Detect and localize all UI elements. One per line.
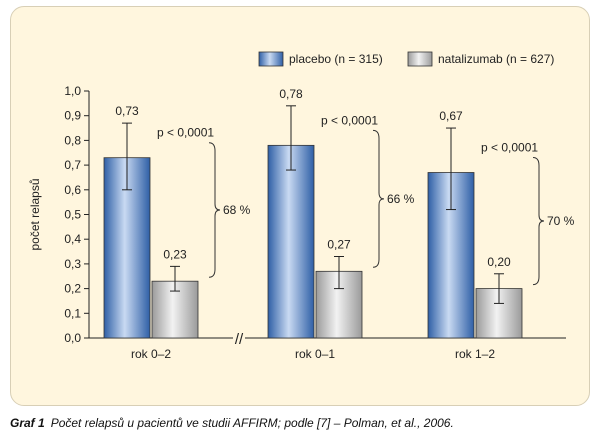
p-value-label: p < 0,0001 (157, 126, 214, 140)
bar-chart: 0,0 0,1 0,2 0,3 0,4 0,5 0,6 0,7 0,8 0,9 1,0 počet r… (28, 51, 575, 361)
reduction-brace (372, 129, 385, 268)
data-label: 0,27 (327, 237, 351, 251)
y-tick-label: 0,6 (64, 183, 81, 197)
reduction-label: 70 % (547, 214, 575, 228)
reduction-label: 68 % (223, 203, 251, 217)
x-tick-label: rok 0–1 (295, 347, 335, 361)
legend-swatch (407, 51, 433, 67)
y-tick-label: 0,1 (64, 306, 81, 320)
chart-panel: 0,0 0,1 0,2 0,3 0,4 0,5 0,6 0,7 0,8 0,9 1,0 počet r… (10, 6, 590, 406)
reduction-label: 66 % (387, 192, 415, 206)
axis-break-mark: // (235, 331, 244, 348)
y-tick-label: 0,5 (64, 208, 81, 222)
caption-label: Graf 1 (10, 416, 45, 430)
y-tick-label: 0,3 (64, 257, 81, 271)
legend-swatch (258, 51, 284, 67)
data-label: 0,23 (163, 247, 187, 261)
figure-caption: Graf 1 Počet relapsů u pacientů ve studii… (10, 416, 454, 430)
y-tick-label: 0,7 (64, 158, 81, 172)
y-tick-label: 0,8 (64, 133, 81, 147)
y-tick-label: 1,0 (64, 84, 81, 98)
data-label: 0,73 (115, 104, 139, 118)
x-tick-label: rok 1–2 (455, 347, 495, 361)
p-value-label: p < 0,0001 (481, 141, 538, 155)
x-tick-label: rok 0–2 (131, 347, 171, 361)
data-label: 0,67 (439, 109, 463, 123)
legend-label: natalizumab (n = 627) (438, 52, 554, 66)
bar (267, 144, 315, 339)
y-tick-label: 0,0 (64, 331, 81, 345)
y-tick-label: 0,9 (64, 109, 81, 123)
p-value-label: p < 0,0001 (321, 113, 378, 127)
reduction-brace (532, 157, 545, 286)
reduction-brace (208, 142, 221, 278)
y-tick-label: 0,2 (64, 282, 81, 296)
y-axis-title: počet relapsů (28, 178, 42, 250)
y-tick-label: 0,4 (64, 232, 81, 246)
data-label: 0,78 (279, 87, 303, 101)
caption-text: Počet relapsů u pacientů ve studii AFFIR… (50, 416, 454, 430)
legend-label: placebo (n = 315) (289, 52, 383, 66)
data-label: 0,20 (487, 255, 511, 269)
